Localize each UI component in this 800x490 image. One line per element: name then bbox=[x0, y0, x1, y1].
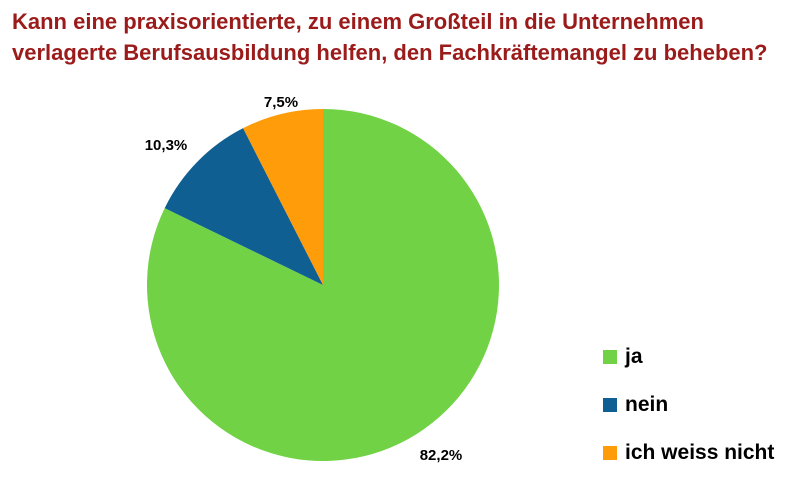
data-label-nein: 10,3% bbox=[145, 137, 188, 154]
pie-slice-ja bbox=[146, 109, 499, 462]
chart-title: Kann eine praxisorientierte, zu einem Gr… bbox=[12, 6, 792, 68]
legend-label-ich-weiss-nicht: ich weiss nicht bbox=[625, 441, 775, 464]
legend: ja nein ich weiss nicht bbox=[603, 333, 774, 477]
chart-title-line-2: verlagerte Berufsausbildung helfen, den … bbox=[12, 40, 768, 65]
legend-item-nein: nein bbox=[603, 381, 774, 429]
legend-swatch-ich-weiss-nicht bbox=[603, 446, 617, 460]
data-label-ja: 82,2% bbox=[420, 447, 463, 464]
legend-swatch-ja bbox=[603, 350, 617, 364]
legend-item-ich-weiss-nicht: ich weiss nicht bbox=[603, 429, 774, 477]
legend-swatch-nein bbox=[603, 398, 617, 412]
legend-label-nein: nein bbox=[625, 393, 669, 416]
legend-label-ja: ja bbox=[625, 345, 643, 368]
pie-slice-nein bbox=[164, 128, 323, 285]
pie-slice-ich-weiss-nicht bbox=[243, 109, 323, 285]
legend-item-ja: ja bbox=[603, 333, 774, 381]
data-label-ich-weiss-nicht: 7,5% bbox=[264, 94, 298, 111]
chart-title-line-1: Kann eine praxisorientierte, zu einem Gr… bbox=[12, 9, 704, 34]
